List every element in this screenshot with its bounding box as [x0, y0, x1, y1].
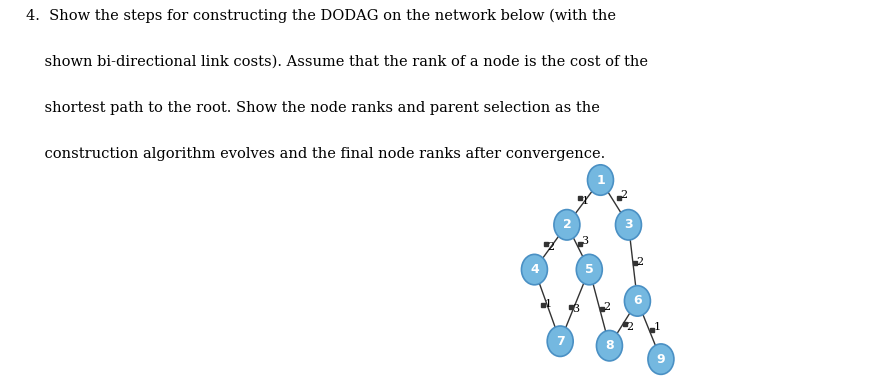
- Text: 2: 2: [626, 322, 633, 332]
- Text: shortest path to the root. Show the node ranks and parent selection as the: shortest path to the root. Show the node…: [26, 101, 600, 115]
- Ellipse shape: [597, 330, 623, 361]
- Ellipse shape: [648, 344, 674, 374]
- Text: 1: 1: [653, 322, 660, 332]
- Ellipse shape: [588, 165, 613, 195]
- Text: shown bi-directional link costs). Assume that the rank of a node is the cost of : shown bi-directional link costs). Assume…: [26, 55, 648, 69]
- Text: 3: 3: [625, 218, 632, 231]
- Text: 2: 2: [547, 242, 554, 252]
- Ellipse shape: [625, 286, 651, 316]
- Text: 2: 2: [637, 257, 644, 267]
- Text: 2: 2: [620, 190, 627, 200]
- Text: 8: 8: [605, 339, 614, 352]
- Ellipse shape: [616, 210, 641, 240]
- Text: 4: 4: [530, 263, 539, 276]
- Text: 9: 9: [657, 353, 665, 366]
- Ellipse shape: [522, 254, 548, 285]
- Text: construction algorithm evolves and the final node ranks after convergence.: construction algorithm evolves and the f…: [26, 147, 605, 161]
- Text: 3: 3: [581, 236, 588, 246]
- Text: 5: 5: [585, 263, 594, 276]
- Ellipse shape: [547, 326, 573, 356]
- Text: 1: 1: [545, 298, 552, 308]
- Text: 6: 6: [633, 295, 642, 307]
- Ellipse shape: [577, 254, 602, 285]
- Text: 1: 1: [596, 174, 604, 186]
- Text: 3: 3: [572, 304, 579, 314]
- Text: 2: 2: [604, 302, 611, 312]
- Text: 2: 2: [563, 218, 571, 231]
- Text: 7: 7: [556, 335, 564, 348]
- Ellipse shape: [554, 210, 580, 240]
- Text: 4.  Show the steps for constructing the DODAG on the network below (with the: 4. Show the steps for constructing the D…: [26, 9, 616, 23]
- Text: 1: 1: [581, 196, 589, 206]
